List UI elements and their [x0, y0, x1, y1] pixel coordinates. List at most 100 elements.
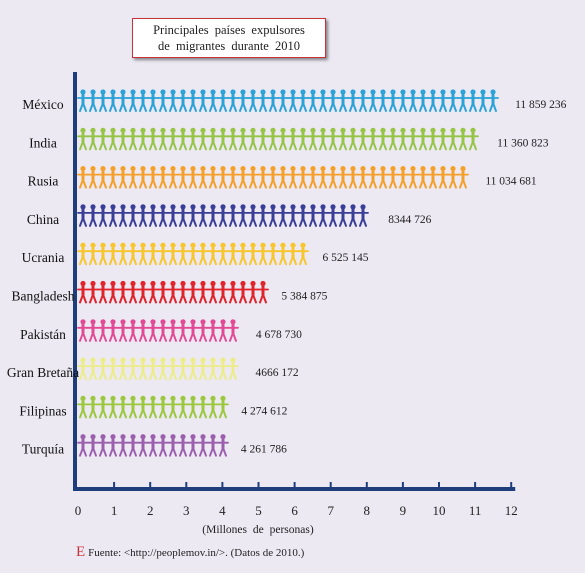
person-icon-head — [230, 204, 236, 210]
person-icon-leg — [192, 178, 197, 189]
data-bar — [77, 280, 269, 304]
category-label: Gran Bretaña — [7, 365, 79, 380]
data-bar — [77, 395, 229, 419]
person-icon-leg — [132, 446, 137, 457]
person-icon-leg — [382, 178, 387, 189]
person-icon-leg — [192, 370, 197, 381]
person-icon-head — [180, 434, 186, 440]
person-icon-leg — [312, 216, 317, 227]
category-label: Filipinas — [19, 403, 66, 418]
person-icon-head — [190, 280, 196, 287]
person-icon-leg — [262, 293, 267, 304]
person-icon-head — [250, 280, 256, 287]
person-icon-leg — [332, 216, 337, 227]
person-icon-leg — [222, 370, 227, 381]
person-icon-leg — [402, 178, 407, 189]
person-icon-head — [150, 357, 156, 363]
person-icon-leg — [172, 370, 177, 381]
person-icon-leg — [122, 293, 127, 304]
data-bar — [77, 357, 239, 381]
person-icon-head — [140, 357, 146, 363]
data-value-label: 5 384 875 — [281, 291, 327, 303]
person-icon-leg — [282, 140, 287, 151]
person-icon-leg — [292, 255, 297, 266]
person-icon-leg — [302, 102, 307, 112]
person-icon-leg — [192, 255, 197, 266]
person-icon-head — [210, 204, 216, 210]
person-icon-leg — [322, 178, 327, 189]
person-icon-head — [100, 89, 106, 95]
person-icon-leg — [142, 293, 147, 304]
source-note: E Fuente: <http://peoplemov.in/>. (Datos … — [76, 544, 304, 561]
person-icon-head — [250, 242, 256, 248]
person-icon-leg — [92, 255, 97, 266]
person-icon-leg — [212, 446, 217, 457]
person-icon-head — [330, 166, 336, 172]
person-icon-head — [280, 166, 286, 172]
person-icon-head — [180, 357, 186, 363]
person-icon-leg — [222, 140, 227, 151]
person-icon-leg — [232, 216, 237, 227]
person-icon-head — [120, 166, 126, 172]
person-icon-leg — [392, 178, 397, 189]
person-icon-head — [80, 127, 86, 133]
person-icon-leg — [342, 140, 347, 151]
person-icon-head — [260, 280, 266, 287]
person-icon-leg — [302, 216, 307, 227]
person-icon-leg — [112, 102, 117, 112]
person-icon-leg — [172, 216, 177, 227]
person-icon-leg — [252, 216, 257, 227]
person-icon-leg — [262, 216, 267, 227]
person-icon-head — [120, 357, 126, 363]
person-icon-leg — [292, 102, 297, 112]
person-icon-leg — [302, 255, 307, 266]
person-icon-head — [220, 434, 226, 440]
person-icon-head — [180, 280, 186, 287]
person-icon-leg — [132, 140, 137, 151]
category-label: México — [22, 97, 63, 112]
person-icon-leg — [222, 446, 227, 457]
person-icon-head — [100, 242, 106, 248]
person-icon-head — [470, 127, 476, 133]
person-icon-leg — [132, 255, 137, 266]
person-icon-leg — [122, 178, 127, 189]
person-icon-head — [370, 89, 376, 95]
person-icon-leg — [222, 216, 227, 227]
person-icon-leg — [122, 216, 127, 227]
person-icon-leg — [342, 102, 347, 112]
person-icon-leg — [132, 102, 137, 112]
person-icon-leg — [272, 102, 277, 112]
person-icon-leg — [192, 331, 197, 342]
person-icon-head — [450, 127, 456, 133]
data-bar — [77, 242, 309, 266]
person-icon-head — [150, 166, 156, 172]
person-icon-head — [130, 319, 136, 325]
person-icon-head — [400, 166, 406, 172]
person-icon-head — [340, 204, 346, 210]
person-icon-head — [90, 89, 96, 95]
person-icon-head — [440, 89, 446, 95]
person-icon-head — [110, 166, 116, 172]
person-icon-leg — [382, 140, 387, 151]
person-icon-head — [90, 434, 96, 440]
person-icon-head — [100, 166, 106, 172]
person-icon-head — [270, 89, 276, 95]
person-icon-head — [320, 127, 326, 133]
person-icon-head — [230, 89, 236, 95]
person-icon-head — [110, 127, 116, 133]
person-icon-leg — [322, 140, 327, 151]
person-icon-head — [340, 127, 346, 133]
person-icon-head — [410, 127, 416, 133]
person-icon-leg — [92, 102, 97, 112]
data-value-label: 4 274 612 — [241, 405, 287, 417]
person-icon-leg — [102, 178, 107, 189]
person-icon-leg — [412, 102, 417, 112]
person-icon-head — [260, 89, 266, 95]
person-icon-head — [220, 127, 226, 133]
person-icon-leg — [182, 370, 187, 381]
person-icon-head — [350, 127, 356, 133]
person-icon-leg — [422, 102, 427, 112]
person-icon-leg — [152, 446, 157, 457]
person-icon-leg — [82, 178, 87, 189]
person-icon-leg — [92, 331, 97, 342]
